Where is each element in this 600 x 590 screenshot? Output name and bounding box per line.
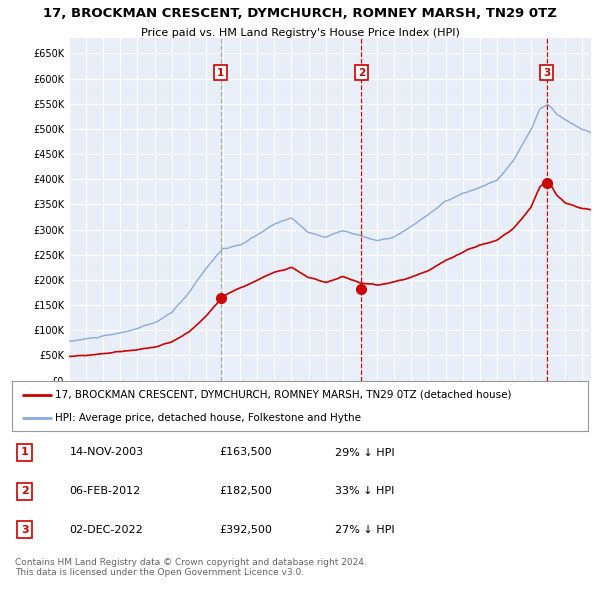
Text: 02-DEC-2022: 02-DEC-2022 [70, 525, 143, 535]
Text: 14-NOV-2003: 14-NOV-2003 [70, 447, 144, 457]
Text: 17, BROCKMAN CRESCENT, DYMCHURCH, ROMNEY MARSH, TN29 0TZ (detached house): 17, BROCKMAN CRESCENT, DYMCHURCH, ROMNEY… [55, 389, 512, 399]
Text: HPI: Average price, detached house, Folkestone and Hythe: HPI: Average price, detached house, Folk… [55, 413, 361, 423]
Text: 2: 2 [21, 486, 29, 496]
Text: £163,500: £163,500 [220, 447, 272, 457]
Text: 29% ↓ HPI: 29% ↓ HPI [335, 447, 394, 457]
Text: 33% ↓ HPI: 33% ↓ HPI [335, 486, 394, 496]
Text: £392,500: £392,500 [220, 525, 272, 535]
Text: 17, BROCKMAN CRESCENT, DYMCHURCH, ROMNEY MARSH, TN29 0TZ: 17, BROCKMAN CRESCENT, DYMCHURCH, ROMNEY… [43, 7, 557, 20]
Text: 1: 1 [21, 447, 29, 457]
Text: £182,500: £182,500 [220, 486, 272, 496]
Text: 27% ↓ HPI: 27% ↓ HPI [335, 525, 394, 535]
Text: 06-FEB-2012: 06-FEB-2012 [70, 486, 141, 496]
Text: 3: 3 [21, 525, 28, 535]
Text: Price paid vs. HM Land Registry's House Price Index (HPI): Price paid vs. HM Land Registry's House … [140, 28, 460, 38]
Text: 1: 1 [217, 68, 224, 77]
Text: 3: 3 [543, 68, 550, 77]
Text: 2: 2 [358, 68, 365, 77]
Text: Contains HM Land Registry data © Crown copyright and database right 2024.
This d: Contains HM Land Registry data © Crown c… [15, 558, 367, 577]
